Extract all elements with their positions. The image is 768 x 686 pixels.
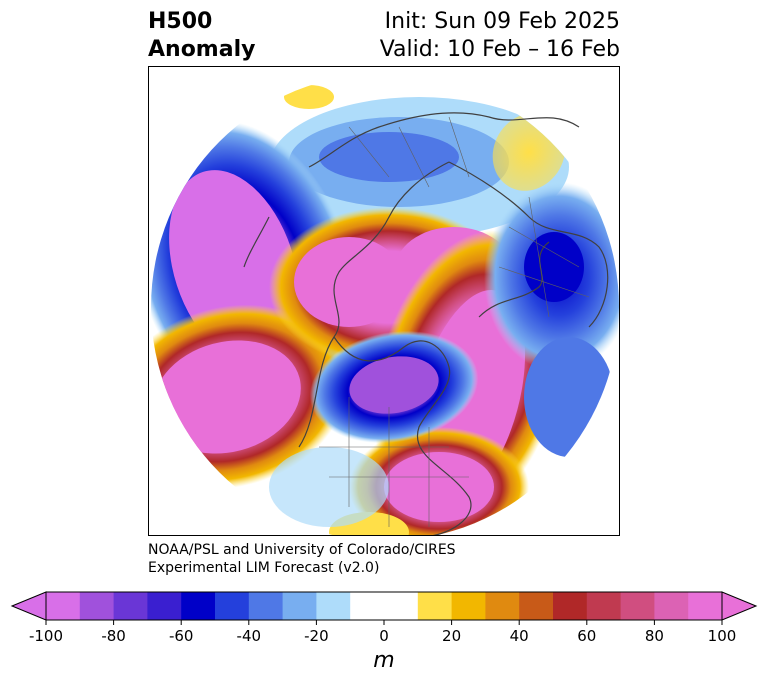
title-line-1: H500 bbox=[148, 9, 213, 34]
colorbar-swatch bbox=[282, 592, 317, 620]
valid-dates: Valid: 10 Feb – 16 Feb bbox=[379, 37, 620, 62]
map-canvas bbox=[151, 73, 619, 535]
colorbar-swatch bbox=[113, 592, 148, 620]
colorbar-tick-label: -100 bbox=[28, 627, 64, 645]
colorbar-swatch bbox=[451, 592, 486, 620]
credit-line-2: Experimental LIM Forecast (v2.0) bbox=[148, 560, 380, 576]
colorbar-swatch bbox=[46, 592, 81, 620]
anomaly-field bbox=[151, 73, 619, 535]
colorbar-tick-label: 20 bbox=[442, 627, 462, 645]
colorbar-tick-label: 0 bbox=[379, 627, 389, 645]
colorbar-swatch bbox=[417, 592, 453, 620]
colorbar-tick-label: 80 bbox=[644, 627, 664, 645]
colorbar-swatch bbox=[181, 592, 216, 620]
colorbar-swatch bbox=[519, 592, 554, 620]
anomaly-map bbox=[148, 66, 620, 536]
colorbar-swatch bbox=[654, 592, 689, 620]
colorbar-over-arrow bbox=[721, 591, 758, 621]
colorbar-swatches bbox=[46, 592, 723, 620]
colorbar-swatch bbox=[350, 592, 385, 620]
map-title: H500 Anomaly bbox=[148, 8, 255, 64]
colorbar-swatch bbox=[147, 592, 182, 620]
colorbar-tick-label: -20 bbox=[304, 627, 329, 645]
credit-line-1: NOAA/PSL and University of Colorado/CIRE… bbox=[148, 542, 456, 558]
title-line-2: Anomaly bbox=[148, 37, 256, 62]
colorbar-tick-label: 100 bbox=[707, 627, 737, 645]
colorbar-unit-label: m bbox=[373, 648, 395, 673]
colorbar-swatch bbox=[485, 592, 520, 620]
colorbar-tick-label: 40 bbox=[509, 627, 529, 645]
colorbar-swatch bbox=[79, 592, 115, 620]
colorbar-tick-label: 60 bbox=[577, 627, 597, 645]
colorbar-swatch bbox=[620, 592, 655, 620]
colorbar-swatch bbox=[553, 592, 588, 620]
colorbar-under-arrow bbox=[10, 591, 47, 621]
colorbar-swatch bbox=[215, 592, 250, 620]
colorbar-tick-label: -80 bbox=[101, 627, 126, 645]
credit-text: NOAA/PSL and University of Colorado/CIRE… bbox=[148, 541, 456, 577]
colorbar-swatch bbox=[384, 592, 419, 620]
colorbar-swatch bbox=[688, 592, 723, 620]
colorbar-swatch bbox=[316, 592, 351, 620]
init-date: Init: Sun 09 Feb 2025 bbox=[384, 9, 620, 34]
colorbar-swatch bbox=[586, 592, 622, 620]
forecast-dates: Init: Sun 09 Feb 2025 Valid: 10 Feb – 16… bbox=[380, 8, 620, 64]
colorbar-tick-label: -40 bbox=[236, 627, 262, 645]
colorbar-swatch bbox=[248, 592, 284, 620]
borders bbox=[319, 116, 590, 527]
colorbar-tick-marks bbox=[45, 620, 723, 625]
coastlines bbox=[243, 112, 609, 535]
colorbar bbox=[10, 591, 758, 625]
colorbar-tick-label: -60 bbox=[168, 627, 194, 645]
